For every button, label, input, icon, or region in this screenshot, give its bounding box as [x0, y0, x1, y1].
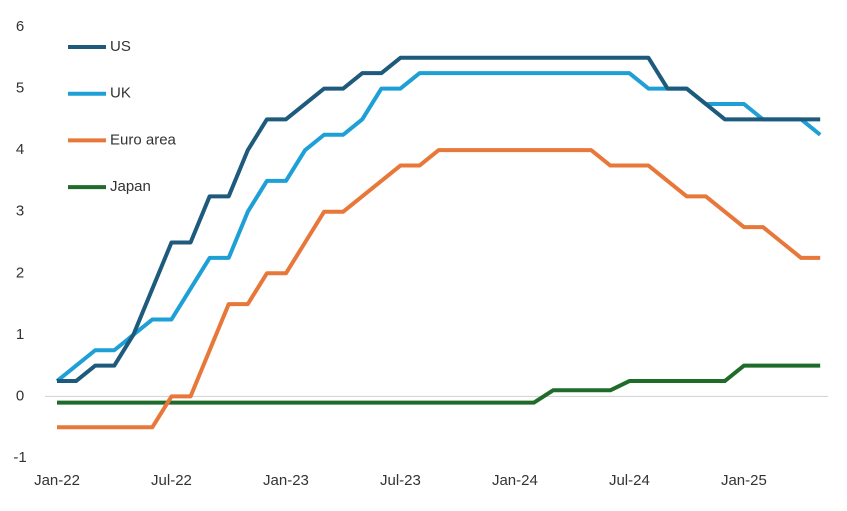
legend-label: Euro area: [110, 131, 177, 148]
series-line: [57, 55, 821, 384]
x-tick-label: Jan-22: [34, 472, 80, 489]
legend-label: UK: [110, 85, 131, 102]
y-tick-label: 5: [16, 80, 24, 97]
y-tick-label: 3: [16, 203, 24, 220]
x-tick-label: Jan-24: [492, 472, 538, 489]
y-tick-label: 2: [16, 264, 24, 281]
legend-label: US: [110, 38, 131, 55]
x-tick-label: Jul-24: [609, 472, 650, 489]
x-tick-label: Jan-23: [263, 472, 309, 489]
y-tick-label: 6: [16, 18, 24, 35]
y-tick-label: 4: [16, 141, 24, 158]
y-tick-label: 1: [16, 326, 24, 343]
x-tick-label: Jan-25: [721, 472, 767, 489]
y-tick-label: 0: [16, 387, 24, 404]
series-line: [55, 71, 822, 383]
series-line: [57, 363, 821, 405]
series-line: [57, 148, 821, 430]
y-tick-label: -1: [13, 449, 26, 466]
x-tick-label: Jul-22: [151, 472, 192, 489]
legend-label: Japan: [110, 178, 151, 195]
x-tick-label: Jul-23: [380, 472, 421, 489]
